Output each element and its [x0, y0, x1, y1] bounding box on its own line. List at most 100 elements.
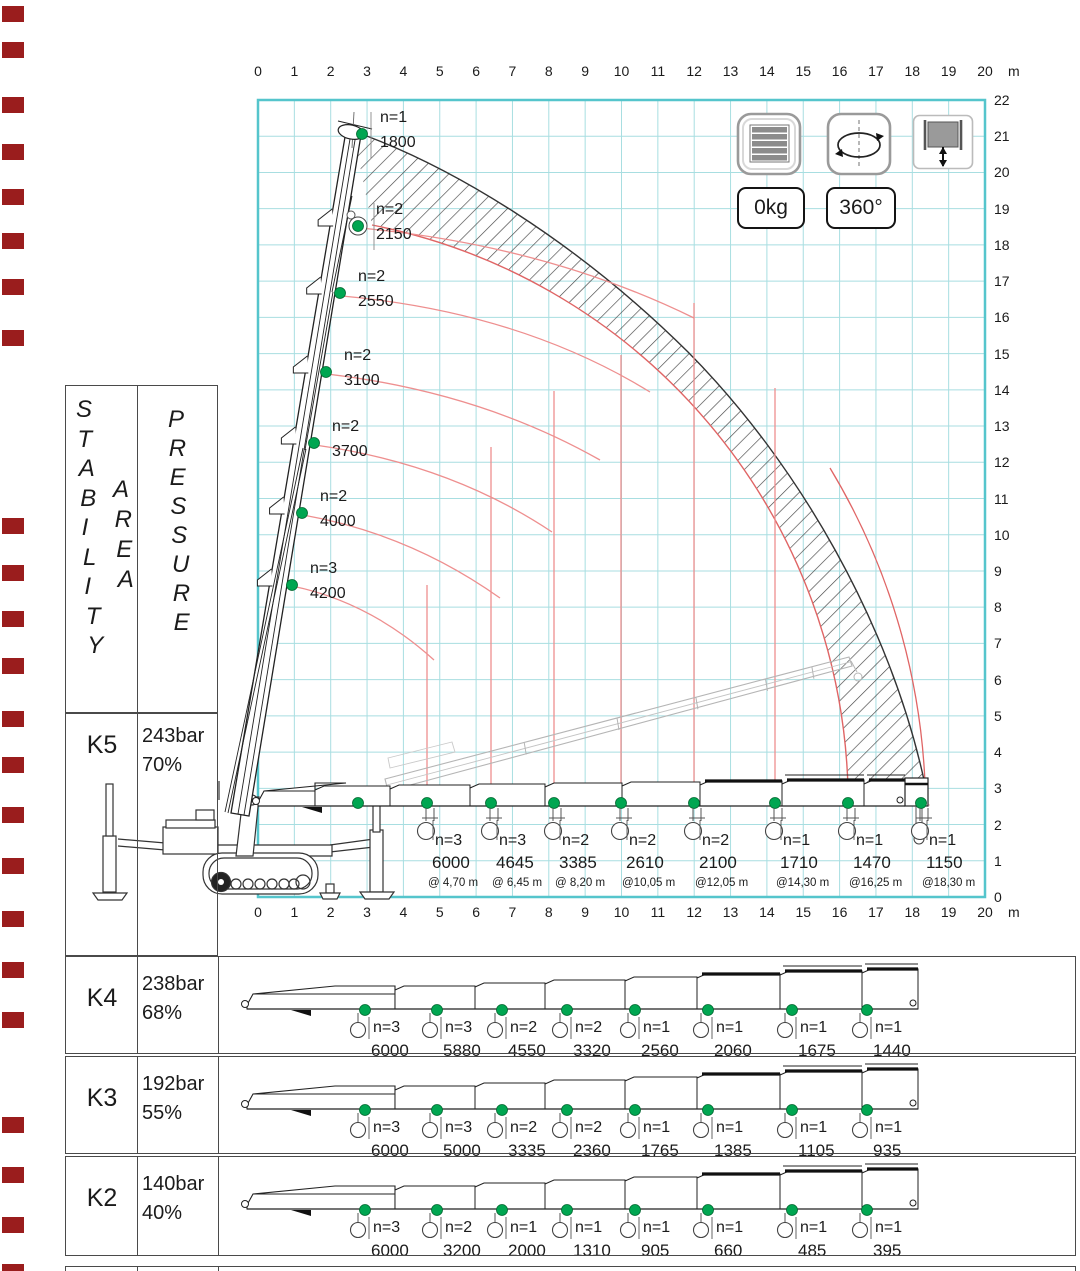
- row-capacity-sections: n=1: [510, 1219, 538, 1236]
- x-axis-tick-top: 11: [650, 63, 666, 79]
- stability-column-title: S: [76, 396, 93, 423]
- radius-point-sections: n=3: [435, 832, 463, 849]
- x-axis-tick-top: 17: [868, 63, 884, 79]
- y-axis-tick: 4: [994, 744, 1002, 761]
- row-capacity-load: 5000: [443, 1141, 481, 1160]
- row-capacity-sections: n=1: [800, 1119, 828, 1136]
- table-divider: [137, 1156, 138, 1256]
- luffing-point-load: 1800: [380, 134, 416, 151]
- luffing-point-load: 3100: [344, 372, 380, 389]
- y-axis-tick: 9: [994, 562, 1002, 579]
- x-axis-tick-top: 10: [613, 63, 630, 79]
- row-capacity-load: 3200: [443, 1241, 481, 1260]
- x-axis-tick-top: 20: [977, 63, 993, 79]
- row-capacity-load: 2360: [573, 1141, 611, 1160]
- page-edge-mark: [2, 6, 24, 22]
- outrigger-row-drawings: [241, 963, 919, 1239]
- radius-point-radius: @ 8,20 m: [555, 877, 606, 889]
- x-axis-tick-top: 14: [759, 63, 775, 79]
- row-capacity-load: 1105: [798, 1141, 835, 1160]
- luffing-point-load: 4200: [310, 585, 346, 602]
- page-edge-mark: [2, 1264, 24, 1271]
- row-capacity-load: 2560: [641, 1041, 679, 1060]
- y-axis-tick: 17: [994, 273, 1010, 290]
- page-edge-mark: [2, 807, 24, 823]
- x-axis-tick-bottom: 4: [399, 904, 408, 920]
- x-axis-tick-bottom: 12: [686, 904, 702, 920]
- page-edge-mark: [2, 1167, 24, 1183]
- area-column-title: A: [117, 566, 134, 593]
- row-capacity-sections: n=1: [875, 1219, 903, 1236]
- luffing-point-load: 2550: [358, 293, 394, 310]
- page-edge-mark: [2, 279, 24, 295]
- x-axis-tick-top: 5: [435, 63, 444, 79]
- row-capacity-sections: n=3: [373, 1019, 401, 1036]
- x-axis-unit-top: m: [1008, 63, 1020, 79]
- table-divider: [137, 713, 138, 956]
- area-column-title: E: [116, 536, 133, 563]
- k5-percent: 70%: [142, 754, 183, 776]
- page-edge-mark: [2, 144, 24, 160]
- row-pressure: 238bar: [142, 973, 205, 995]
- y-axis-tick: 18: [994, 236, 1010, 253]
- luffing-point-sections: n=2: [344, 347, 372, 364]
- y-axis-tick: 15: [994, 345, 1010, 362]
- row-capacity-load: 1440: [873, 1041, 911, 1060]
- x-axis-tick-top: 18: [904, 63, 921, 79]
- x-axis-tick-bottom: 16: [831, 904, 848, 920]
- row-capacity-sections: n=1: [875, 1119, 903, 1136]
- luffed-boom-drawing: [224, 111, 375, 817]
- radius-point-sections: n=2: [702, 832, 730, 849]
- row-capacity-sections: n=2: [445, 1219, 473, 1236]
- page-edge-mark: [2, 518, 24, 534]
- working-envelope-hatch: [352, 130, 926, 790]
- row-capacity-sections: n=1: [800, 1019, 828, 1036]
- row-capacity-load: 6000: [371, 1141, 409, 1160]
- x-axis-tick-bottom: 15: [795, 904, 812, 920]
- stability-column-title: B: [80, 484, 97, 512]
- slew-range-badge: 360°: [826, 187, 896, 229]
- k5-label: K5: [86, 731, 118, 759]
- x-axis-tick-top: 15: [795, 63, 812, 79]
- slew-rotation-icon: [826, 112, 892, 176]
- radius-point-load: 2100: [699, 853, 737, 872]
- table-divider: [218, 1056, 219, 1154]
- y-axis-tick: 3: [994, 780, 1002, 797]
- row-capacity-load: 2060: [714, 1041, 752, 1060]
- row-capacity-load: 1385: [714, 1141, 752, 1160]
- pressure-column-title: S: [170, 493, 187, 520]
- row-capacity-load: 905: [641, 1241, 670, 1260]
- row-capacity-sections: n=1: [575, 1219, 603, 1236]
- row-percent: 55%: [142, 1102, 183, 1124]
- page-edge-mark: [2, 189, 24, 205]
- x-axis-tick-top: 8: [544, 63, 553, 79]
- row-capacity-load: 1675: [798, 1041, 836, 1060]
- pressure-column-title: R: [172, 580, 191, 607]
- page-edge-mark: [2, 858, 24, 874]
- outrigger-row-k3: [65, 1056, 1076, 1154]
- x-axis-tick-top: 19: [940, 63, 957, 79]
- slew-range-value: 360°: [839, 196, 883, 219]
- row-capacity-sections: n=2: [510, 1019, 538, 1036]
- table-divider: [137, 385, 138, 713]
- page-edge-mark: [2, 757, 24, 773]
- page-edge-mark: [2, 1217, 24, 1233]
- x-axis-tick-bottom: 5: [435, 904, 444, 920]
- luffing-point-sections: n=3: [310, 560, 338, 577]
- row-capacity-sections: n=1: [716, 1119, 744, 1136]
- pressure-column-title: E: [169, 464, 186, 491]
- table-divider: [218, 1156, 219, 1256]
- y-axis-tick: 1: [994, 852, 1002, 869]
- x-axis-tick-top: 12: [686, 63, 702, 79]
- table-divider: [137, 1056, 138, 1154]
- radius-point-radius: @ 6,45 m: [492, 877, 543, 889]
- x-axis-tick-bottom: 6: [472, 904, 480, 920]
- x-axis-tick-top: 7: [508, 63, 517, 79]
- row-k-label: K3: [86, 1084, 118, 1112]
- x-axis-tick-top: 13: [722, 63, 739, 79]
- row-capacity-sections: n=1: [716, 1219, 744, 1236]
- y-axis-tick: 20: [994, 164, 1010, 181]
- next-row-top-border: [65, 1266, 1076, 1267]
- luffing-point-load: 4000: [320, 513, 356, 530]
- outrigger-row-k4: [65, 956, 1076, 1054]
